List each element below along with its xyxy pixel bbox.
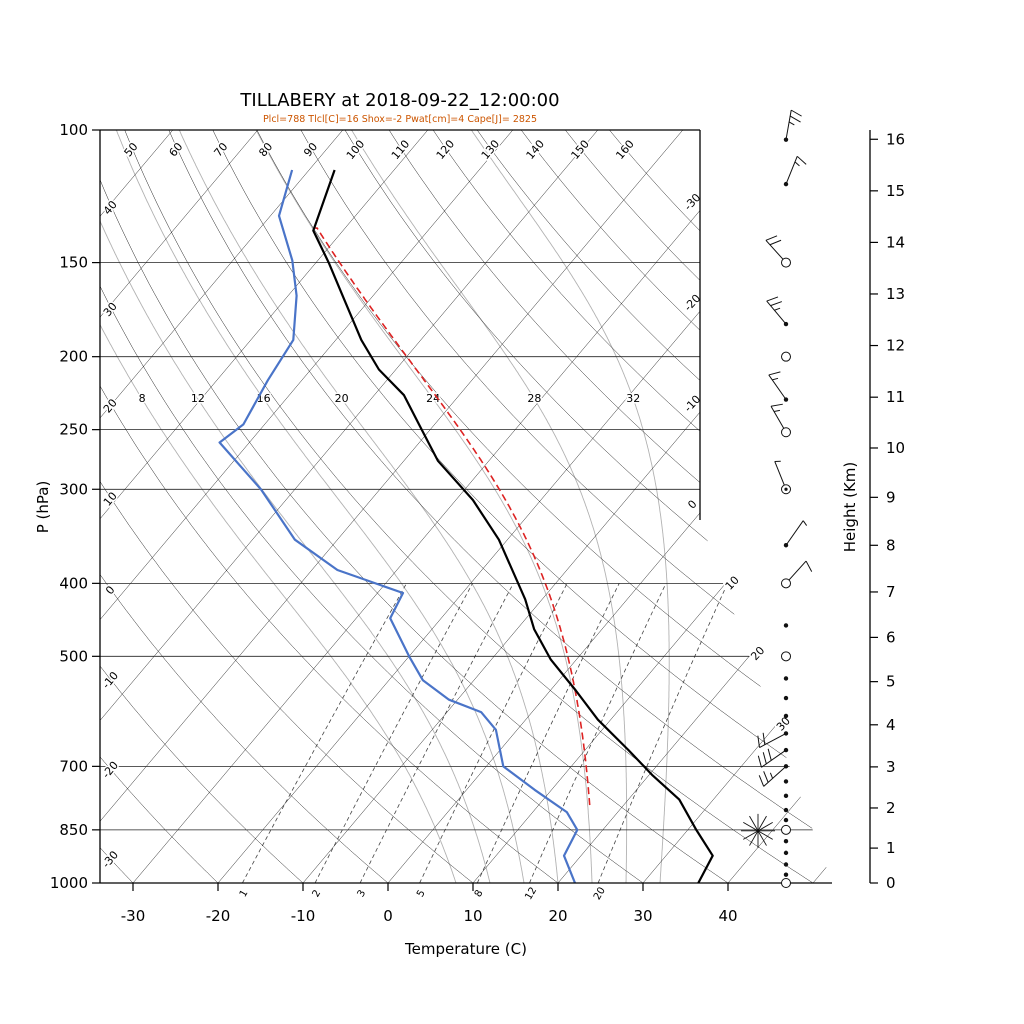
svg-text:-10: -10 (291, 907, 316, 925)
dewpoint-trace (218, 169, 579, 883)
svg-text:6: 6 (886, 628, 896, 646)
svg-text:10: 10 (886, 439, 905, 457)
pressure-axis-label: P (hPa) (34, 480, 52, 534)
svg-text:20: 20 (335, 392, 349, 405)
svg-text:300: 300 (59, 480, 88, 498)
svg-text:10: 10 (101, 490, 120, 509)
svg-text:30: 30 (101, 300, 120, 319)
svg-text:2: 2 (886, 799, 896, 817)
svg-text:120: 120 (434, 137, 457, 161)
svg-text:130: 130 (479, 138, 502, 162)
svg-text:40: 40 (101, 198, 120, 217)
wind-barb-column (741, 109, 813, 888)
temperature-axis-label: Temperature (C) (405, 940, 527, 958)
svg-text:200: 200 (59, 348, 88, 366)
svg-text:90: 90 (301, 140, 320, 159)
svg-text:60: 60 (167, 140, 186, 159)
svg-text:40: 40 (718, 907, 737, 925)
svg-text:-10: -10 (100, 669, 122, 691)
svg-text:16: 16 (886, 130, 905, 148)
svg-text:32: 32 (626, 392, 640, 405)
svg-text:20: 20 (101, 397, 120, 416)
svg-text:12: 12 (191, 392, 205, 405)
svg-text:20: 20 (748, 644, 767, 663)
svg-text:1: 1 (886, 839, 896, 857)
svg-text:9: 9 (886, 488, 896, 506)
svg-text:13: 13 (886, 285, 905, 303)
svg-text:4: 4 (886, 716, 896, 734)
svg-text:20: 20 (548, 907, 567, 925)
svg-text:150: 150 (59, 254, 88, 272)
svg-text:11: 11 (886, 388, 905, 406)
svg-text:400: 400 (59, 574, 88, 592)
svg-text:0: 0 (383, 907, 393, 925)
svg-text:5: 5 (886, 673, 896, 691)
svg-text:700: 700 (59, 757, 88, 775)
svg-text:0: 0 (886, 874, 896, 892)
svg-text:-30: -30 (121, 907, 146, 925)
svg-text:70: 70 (211, 140, 230, 159)
moist-adiabat-grid (100, 130, 670, 883)
svg-text:3: 3 (356, 888, 369, 899)
svg-text:0: 0 (103, 583, 117, 597)
svg-text:20: 20 (592, 886, 608, 903)
svg-text:100: 100 (59, 121, 88, 139)
svg-text:1: 1 (238, 888, 251, 899)
svg-text:15: 15 (886, 182, 905, 200)
svg-text:8: 8 (473, 888, 486, 899)
svg-text:80: 80 (256, 140, 275, 159)
isobar-grid (100, 130, 832, 831)
svg-text:850: 850 (59, 821, 88, 839)
svg-text:5: 5 (415, 888, 428, 899)
sounding-indices-line: Plcl=788 Tlcl[C]=16 Shox=-2 Pwat[cm]=4 C… (262, 114, 538, 125)
svg-text:8: 8 (139, 392, 146, 405)
svg-text:14: 14 (886, 233, 905, 251)
svg-text:250: 250 (59, 421, 88, 439)
mixing-ratio-grid (242, 583, 728, 883)
parcel-trace (315, 227, 591, 806)
svg-text:28: 28 (527, 392, 541, 405)
svg-text:50: 50 (122, 140, 141, 159)
svg-text:12: 12 (523, 885, 539, 902)
svg-text:500: 500 (59, 647, 88, 665)
svg-text:12: 12 (886, 337, 905, 355)
svg-text:10: 10 (723, 574, 742, 593)
svg-text:7: 7 (886, 583, 896, 601)
svg-text:30: 30 (774, 714, 793, 733)
grid-labels: 50 60 70 80 90 100 110 120 130 140 150 160403020100… (98, 136, 794, 904)
svg-text:30: 30 (633, 907, 652, 925)
chart-title: TILLABERY at 2018-09-22_12:00:00 (240, 90, 560, 111)
svg-text:0: 0 (685, 498, 699, 512)
svg-text:2: 2 (311, 888, 324, 899)
temperature-trace (312, 169, 714, 883)
plot-frame (99, 129, 832, 884)
svg-text:10: 10 (463, 907, 482, 925)
svg-text:24: 24 (426, 392, 440, 405)
sounding-profiles (218, 169, 714, 883)
temperature-axis: -30 -20 -10 0 10 20 30 40 (121, 883, 738, 925)
svg-text:1000: 1000 (50, 874, 88, 892)
svg-text:110: 110 (389, 138, 412, 162)
svg-text:100: 100 (344, 138, 367, 162)
svg-text:8: 8 (886, 536, 896, 554)
svg-text:3: 3 (886, 758, 896, 776)
isotherm-grid (100, 130, 832, 883)
svg-text:-20: -20 (206, 907, 231, 925)
height-axis-label: Height (Km) (841, 461, 859, 553)
svg-text:140: 140 (524, 138, 547, 162)
pressure-axis: 100 150 200 250 300 400 500 700 850 1000 (50, 121, 100, 892)
